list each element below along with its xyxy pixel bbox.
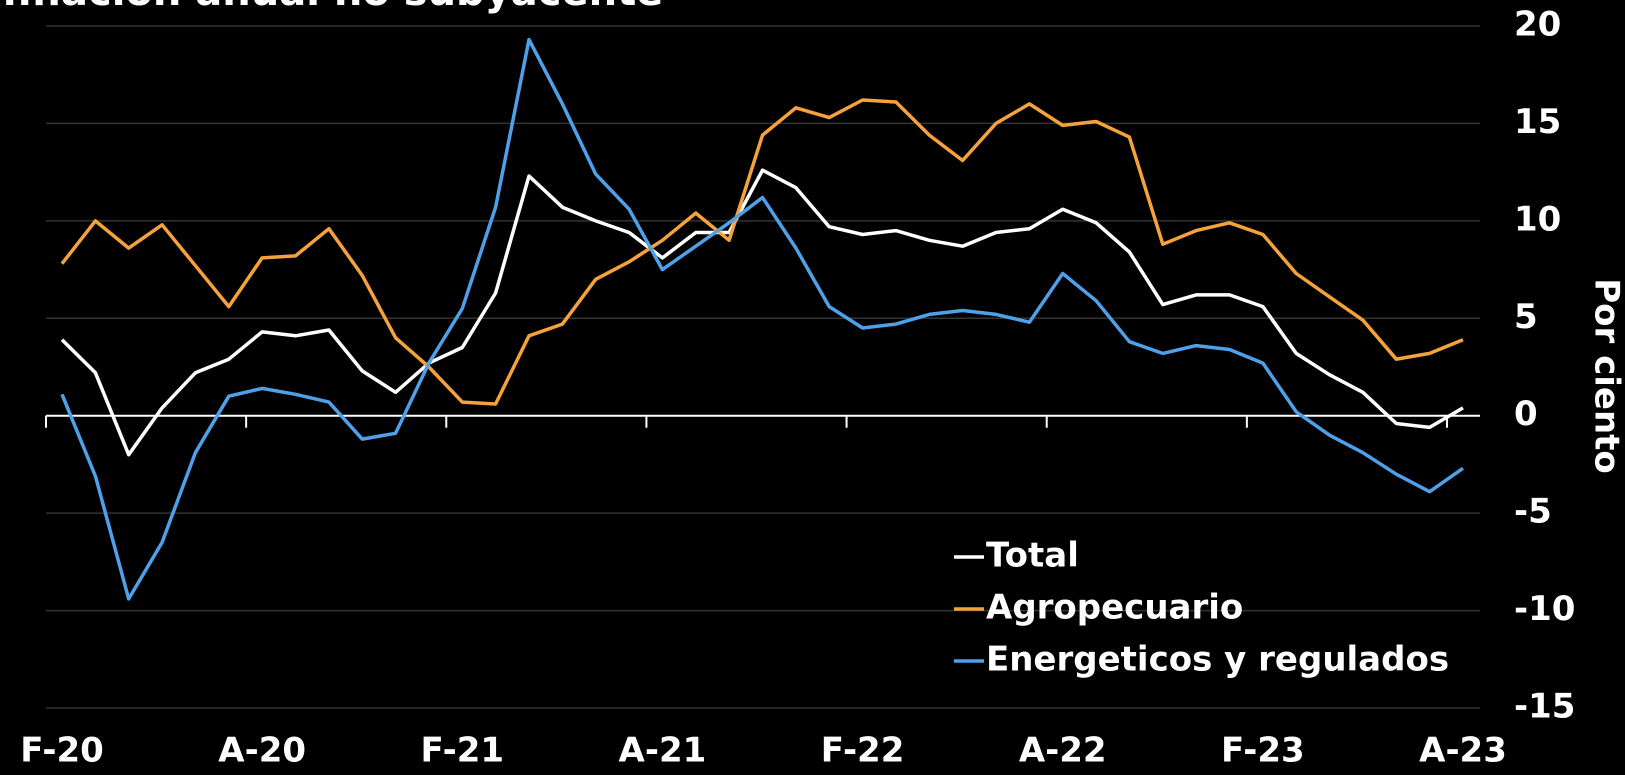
y-tick-label: 20 (1514, 5, 1561, 45)
series-line (60, 168, 1464, 457)
x-tick-label: A-20 (218, 731, 306, 771)
x-tick-label: A-22 (1019, 731, 1107, 771)
series-line (60, 37, 1465, 601)
x-tick-label: F-21 (420, 731, 504, 771)
x-tick-label: A-21 (619, 731, 707, 771)
y-tick-label: -15 (1514, 687, 1575, 727)
legend-label: Agropecuario (986, 588, 1243, 628)
chart-title: Inflación anual no subyacente (0, 0, 663, 15)
y-tick-label: 15 (1514, 102, 1561, 142)
x-tick-label: F-22 (821, 731, 905, 771)
y-tick-label: 5 (1514, 297, 1538, 337)
x-tick-label: F-20 (20, 731, 104, 771)
x-tick-label: F-23 (1221, 731, 1305, 771)
y-axis-label: Por ciento (1587, 278, 1625, 474)
y-tick-label: 0 (1514, 394, 1538, 434)
y-tick-label: 10 (1514, 199, 1561, 239)
y-tick-label: -10 (1514, 589, 1575, 629)
legend-label: Energeticos y regulados (986, 640, 1449, 680)
series-line (60, 98, 1464, 406)
x-tick-label: A-23 (1419, 731, 1507, 771)
y-tick-label: -5 (1514, 492, 1552, 532)
legend-label: Total (986, 536, 1079, 576)
